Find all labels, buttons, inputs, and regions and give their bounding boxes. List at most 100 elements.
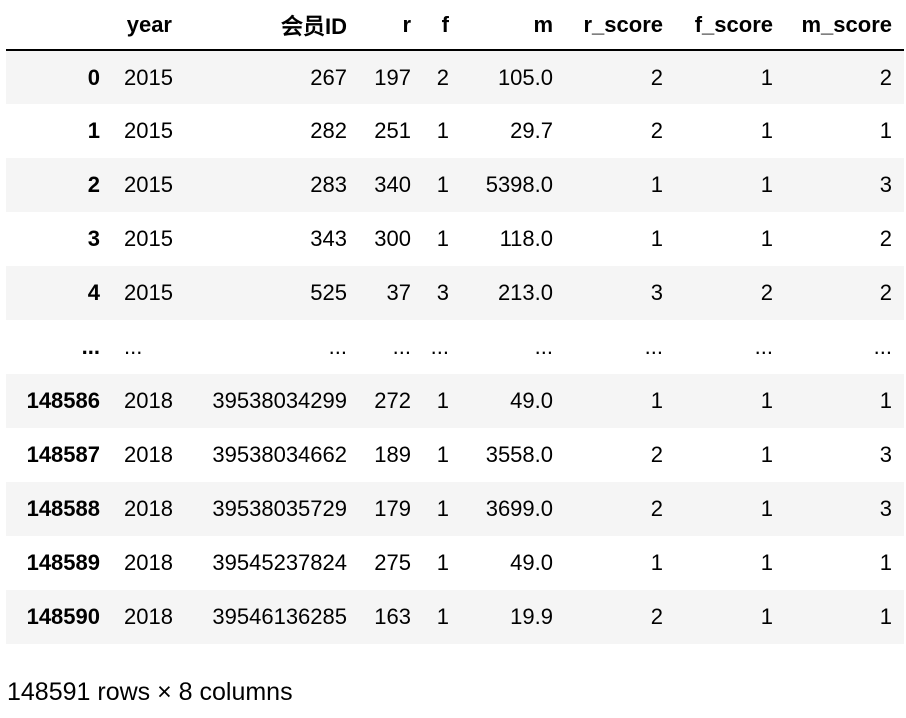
cell-f-score: 1: [760, 550, 773, 575]
header-row: year 会员ID r f m r_score f_score m_score: [6, 0, 904, 51]
column-header-m: m: [461, 0, 565, 51]
cell-f: 1: [436, 388, 449, 413]
cell-r-score: 2: [650, 64, 663, 90]
cell-m: ...: [534, 334, 553, 359]
cell-f-score: 1: [760, 442, 773, 467]
table-body: 0 2015 267 197 2 105.0 2 1 2 1 2015 282 251 1 29.7 2 1 1 2…: [6, 50, 904, 644]
cell-year: 2018: [124, 496, 173, 521]
cell-f: 1: [436, 496, 449, 521]
row-index: 148589: [26, 550, 100, 575]
cell-f-score: 1: [760, 226, 773, 251]
row-index: 148586: [26, 388, 100, 413]
cell-r: 251: [374, 118, 411, 143]
cell-year: 2015: [124, 226, 173, 251]
cell-f: 2: [436, 64, 449, 90]
row-index: 4: [87, 280, 100, 305]
index-header: [6, 0, 112, 51]
cell-f: 1: [436, 226, 449, 251]
cell-member-id: 39538034299: [212, 388, 347, 413]
column-header-f-score: f_score: [675, 0, 785, 51]
cell-m-score: 2: [879, 226, 892, 251]
cell-year: 2018: [124, 442, 173, 467]
cell-year: 2018: [124, 550, 173, 575]
cell-m: 29.7: [510, 118, 553, 143]
table-row: 148587 2018 39538034662 189 1 3558.0 2 1 3: [6, 428, 904, 482]
table-row: 148586 2018 39538034299 272 1 49.0 1 1 1: [6, 374, 904, 428]
column-header-r-score: r_score: [565, 0, 675, 51]
cell-m: 5398.0: [485, 172, 553, 197]
cell-r: 300: [374, 226, 411, 251]
table-row: 148589 2018 39545237824 275 1 49.0 1 1 1: [6, 536, 904, 590]
cell-f: 1: [436, 442, 449, 467]
cell-year: ...: [124, 334, 143, 359]
cell-f-score: 2: [760, 280, 773, 305]
cell-m: 49.0: [510, 388, 553, 413]
cell-r: 189: [374, 442, 411, 467]
row-index: 1: [87, 118, 100, 143]
row-index: ...: [81, 334, 100, 359]
shape-summary: 148591 rows × 8 columns: [7, 678, 293, 706]
cell-member-id: 283: [310, 172, 347, 197]
cell-m: 118.0: [499, 226, 553, 251]
cell-f-score: 1: [760, 64, 773, 90]
table-row: 3 2015 343 300 1 118.0 1 1 2: [6, 212, 904, 266]
cell-r: 275: [374, 550, 411, 575]
table-row: 148588 2018 39538035729 179 1 3699.0 2 1 3: [6, 482, 904, 536]
cell-r: 179: [374, 496, 411, 521]
cell-f-score: 1: [760, 604, 773, 629]
cell-member-id: ...: [328, 334, 347, 359]
cell-m-score: 3: [879, 442, 892, 467]
cell-r: 340: [374, 172, 411, 197]
cell-m-score: ...: [873, 334, 892, 359]
cell-year: 2018: [124, 604, 173, 629]
cell-m-score: 1: [879, 118, 892, 143]
cell-m-score: 1: [879, 388, 892, 413]
table-row: 148590 2018 39546136285 163 1 19.9 2 1 1: [6, 590, 904, 644]
cell-r-score: 2: [650, 496, 663, 521]
cell-member-id: 39545237824: [212, 550, 347, 575]
cell-r-score: 3: [650, 280, 663, 305]
cell-m: 3699.0: [485, 496, 553, 521]
cell-member-id: 39538035729: [212, 496, 347, 521]
cell-m: 49.0: [510, 550, 553, 575]
cell-r-score: 1: [650, 388, 663, 413]
cell-member-id: 343: [310, 226, 347, 251]
cell-m-score: 3: [879, 496, 892, 521]
cell-f-score: 1: [760, 172, 773, 197]
cell-f-score: 1: [760, 388, 773, 413]
cell-r-score: 1: [650, 226, 663, 251]
cell-f: 1: [436, 172, 449, 197]
cell-r: 272: [374, 388, 411, 413]
cell-member-id: 525: [310, 280, 347, 305]
cell-r-score: 2: [650, 442, 663, 467]
cell-member-id: 267: [310, 64, 347, 90]
row-index: 148590: [26, 604, 100, 629]
cell-f: 1: [436, 118, 449, 143]
cell-r-score: 1: [650, 550, 663, 575]
cell-year: 2015: [124, 64, 173, 90]
row-index: 2: [87, 172, 100, 197]
cell-f-score: 1: [760, 496, 773, 521]
cell-m-score: 1: [879, 550, 892, 575]
row-index: 0: [87, 64, 100, 90]
cell-m: 3558.0: [485, 442, 553, 467]
cell-f: ...: [430, 334, 449, 359]
cell-f: 1: [436, 604, 449, 629]
row-index: 148587: [26, 442, 100, 467]
cell-r: 37: [386, 280, 411, 305]
cell-year: 2015: [124, 118, 173, 143]
table-row: 1 2015 282 251 1 29.7 2 1 1: [6, 104, 904, 158]
row-index: 148588: [26, 496, 100, 521]
cell-m-score: 3: [879, 172, 892, 197]
cell-f-score: ...: [754, 334, 773, 359]
cell-m: 213.0: [497, 280, 553, 305]
cell-r: 163: [374, 604, 411, 629]
cell-m-score: 1: [879, 604, 892, 629]
cell-member-id: 39546136285: [212, 604, 347, 629]
cell-r: 197: [374, 64, 411, 90]
cell-year: 2015: [124, 280, 173, 305]
column-header-r: r: [359, 0, 423, 51]
cell-member-id: 39538034662: [212, 442, 347, 467]
cell-r-score: 1: [650, 172, 663, 197]
